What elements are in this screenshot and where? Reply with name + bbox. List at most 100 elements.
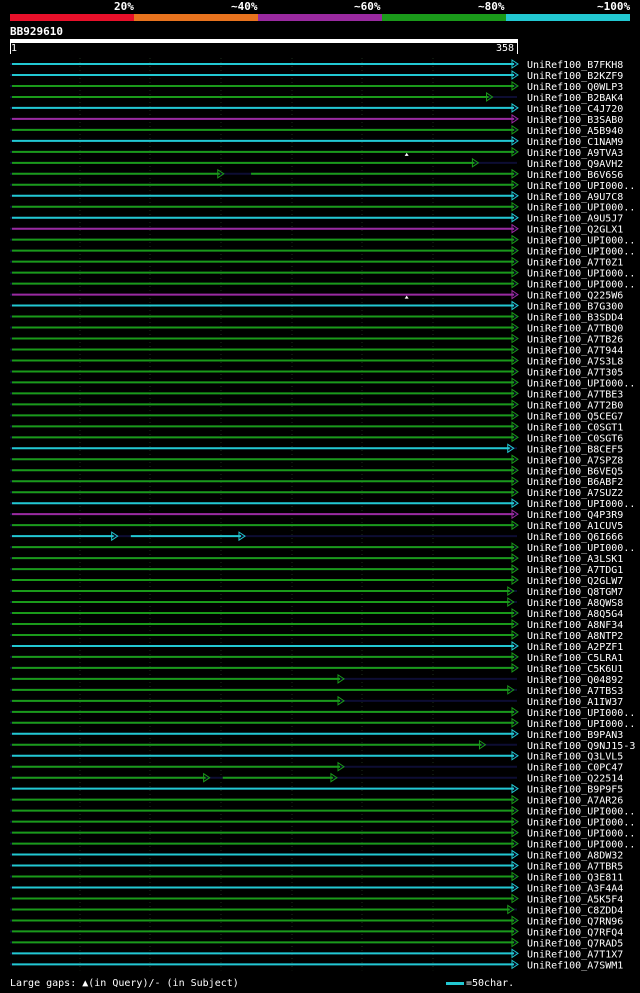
- hit-label[interactable]: UniRef100_A9U7C8: [527, 192, 623, 203]
- hit-label[interactable]: UniRef100_Q4P3R9: [527, 510, 623, 521]
- hit-label[interactable]: UniRef100_A7TB26: [527, 335, 623, 346]
- hit-row[interactable]: UniRef100_UPI000..: [10, 805, 635, 818]
- hit-label[interactable]: UniRef100_A8Q5G4: [527, 609, 623, 620]
- hit-row[interactable]: UniRef100_A7T944: [10, 344, 623, 356]
- hit-label[interactable]: UniRef100_UPI000..: [527, 280, 635, 291]
- hit-label[interactable]: UniRef100_UPI000..: [527, 378, 635, 389]
- hit-row[interactable]: UniRef100_C4J720: [10, 102, 623, 115]
- hit-row[interactable]: UniRef100_A8NTP2: [10, 630, 623, 642]
- hit-row[interactable]: UniRef100_A8NF34: [10, 619, 623, 631]
- hit-row[interactable]: UniRef100_Q7RAD5: [10, 937, 623, 949]
- hit-row[interactable]: UniRef100_UPI000..: [10, 234, 635, 247]
- hit-row[interactable]: UniRef100_UPI000..: [10, 267, 635, 280]
- hit-label[interactable]: UniRef100_C0PC47: [527, 763, 623, 774]
- hit-label[interactable]: UniRef100_A1IW37: [527, 697, 623, 708]
- hit-label[interactable]: UniRef100_A5B940: [527, 126, 623, 137]
- hit-row[interactable]: UniRef100_A8Q5G4: [10, 608, 623, 620]
- hit-label[interactable]: UniRef100_Q9NJ15-3: [527, 741, 635, 752]
- hit-row[interactable]: UniRef100_C1NAM9: [10, 135, 623, 148]
- hit-row[interactable]: UniRef100_UPI000..: [10, 498, 635, 510]
- hit-row[interactable]: UniRef100_C0SGT6: [10, 432, 623, 444]
- hit-row[interactable]: UniRef100_A7TB26: [10, 333, 623, 346]
- hit-row[interactable]: UniRef100_Q4P3R9: [10, 509, 623, 521]
- hit-label[interactable]: UniRef100_B3SDD4: [527, 313, 623, 324]
- hit-row[interactable]: UniRef100_B9P9F5: [10, 783, 623, 796]
- hit-label[interactable]: UniRef100_C0SGT6: [527, 433, 623, 444]
- hit-row[interactable]: UniRef100_Q5CEG7: [10, 410, 623, 422]
- hit-row[interactable]: UniRef100_B6ABF2: [10, 476, 623, 488]
- hit-label[interactable]: UniRef100_Q7RN96: [527, 916, 623, 927]
- hit-label[interactable]: UniRef100_B2BAK4: [527, 93, 623, 104]
- hit-row[interactable]: UniRef100_A7T1X7: [10, 948, 623, 960]
- hit-row[interactable]: UniRef100_Q22514: [10, 772, 623, 785]
- hit-label[interactable]: UniRef100_A9U5J7: [527, 214, 623, 225]
- hit-row[interactable]: UniRef100_A7T305: [10, 366, 623, 378]
- hit-label[interactable]: UniRef100_Q0WLP3: [527, 82, 623, 93]
- hit-row[interactable]: UniRef100_B7FKH8: [10, 59, 623, 71]
- hit-label[interactable]: UniRef100_Q2GLX1: [527, 225, 623, 236]
- hit-row[interactable]: UniRef100_UPI000..: [10, 245, 635, 258]
- hit-label[interactable]: UniRef100_B7FKH8: [527, 60, 623, 71]
- hit-label[interactable]: UniRef100_C8ZDD4: [527, 905, 623, 916]
- hit-row[interactable]: UniRef100_Q7RFQ4: [10, 926, 623, 938]
- hit-label[interactable]: UniRef100_Q9AVH2: [527, 159, 623, 170]
- hit-row[interactable]: UniRef100_Q9NJ15-3: [10, 739, 635, 752]
- hit-label[interactable]: UniRef100_C1NAM9: [527, 137, 623, 148]
- hit-label[interactable]: UniRef100_A8NF34: [527, 620, 623, 631]
- hit-row[interactable]: UniRef100_A7TBR5: [10, 860, 623, 873]
- hit-row[interactable]: UniRef100_B9PAN3: [10, 728, 623, 741]
- hit-row[interactable]: UniRef100_UPI000..: [10, 278, 635, 291]
- hit-label[interactable]: UniRef100_Q5CEG7: [527, 411, 623, 422]
- hit-row[interactable]: UniRef100_A3LSK1: [10, 553, 623, 565]
- hit-label[interactable]: UniRef100_Q7RAD5: [527, 938, 623, 949]
- hit-label[interactable]: UniRef100_A3F4A4: [527, 884, 623, 895]
- hit-row[interactable]: UniRef100_A9U5J7: [10, 212, 623, 225]
- hit-row[interactable]: UniRef100_A7TDG1: [10, 564, 623, 576]
- hit-label[interactable]: UniRef100_A7T2B0: [527, 400, 623, 411]
- hit-label[interactable]: UniRef100_A7SUZ2: [527, 488, 623, 499]
- hit-label[interactable]: UniRef100_UPI000..: [527, 719, 635, 730]
- hit-row[interactable]: UniRef100_A3F4A4: [10, 882, 623, 895]
- hit-row[interactable]: UniRef100_A1IW37: [10, 695, 623, 708]
- hit-label[interactable]: UniRef100_B6V6S6: [527, 170, 623, 181]
- hit-row[interactable]: UniRef100_A7T2B0: [10, 399, 623, 411]
- hit-label[interactable]: UniRef100_C5K6U1: [527, 664, 623, 675]
- hit-row[interactable]: UniRef100_A8DW32: [10, 849, 623, 862]
- hit-row[interactable]: UniRef100_UPI000..: [10, 179, 635, 192]
- hit-row[interactable]: UniRef100_A7TBQ0: [10, 322, 623, 335]
- hit-label[interactable]: UniRef100_B7G300: [527, 302, 623, 313]
- hit-label[interactable]: UniRef100_A7S3L8: [527, 356, 623, 367]
- hit-label[interactable]: UniRef100_UPI000..: [527, 840, 635, 851]
- hit-row[interactable]: UniRef100_A7SUZ2: [10, 487, 623, 499]
- hit-row[interactable]: UniRef100_A7T0Z1: [10, 256, 623, 269]
- hit-row[interactable]: UniRef100_A8QWS8: [10, 597, 623, 609]
- hit-label[interactable]: UniRef100_A7SWM1: [527, 960, 623, 971]
- hit-row[interactable]: UniRef100_Q04892: [10, 673, 623, 686]
- hit-label[interactable]: UniRef100_UPI000..: [527, 829, 635, 840]
- hit-label[interactable]: UniRef100_A8QWS8: [527, 598, 623, 609]
- hit-row[interactable]: UniRef100_A7TBE3: [10, 388, 623, 400]
- hit-row[interactable]: UniRef100_B2KZF9: [10, 70, 623, 82]
- hit-label[interactable]: UniRef100_UPI000..: [527, 499, 635, 510]
- hit-row[interactable]: UniRef100_A7SPZ8: [10, 454, 623, 466]
- hit-row[interactable]: UniRef100_C8ZDD4: [10, 904, 623, 916]
- hit-row[interactable]: UniRef100_A1CUV5: [10, 520, 623, 532]
- hit-label[interactable]: UniRef100_Q3E811: [527, 873, 623, 884]
- hit-row[interactable]: UniRef100_A7S3L8: [10, 355, 623, 367]
- hit-label[interactable]: UniRef100_A7T0Z1: [527, 258, 623, 269]
- hit-label[interactable]: UniRef100_A7TBS3: [527, 686, 623, 697]
- hit-label[interactable]: UniRef100_A8DW32: [527, 851, 623, 862]
- hit-row[interactable]: UniRef100_UPI000..: [10, 542, 635, 554]
- hit-label[interactable]: UniRef100_A9TVA3: [527, 148, 623, 159]
- hit-row[interactable]: UniRef100_B6V6S6: [10, 168, 623, 181]
- hit-label[interactable]: UniRef100_A7TBR5: [527, 862, 623, 873]
- hit-label[interactable]: UniRef100_A3LSK1: [527, 554, 623, 565]
- hit-label[interactable]: UniRef100_A7AR26: [527, 796, 623, 807]
- hit-label[interactable]: UniRef100_Q225W6: [527, 291, 623, 302]
- hit-label[interactable]: UniRef100_A5K5F4: [527, 894, 623, 905]
- hit-row[interactable]: UniRef100_Q3E811: [10, 871, 623, 884]
- hit-label[interactable]: UniRef100_UPI000..: [527, 543, 635, 554]
- hit-row[interactable]: UniRef100_Q6I666: [10, 531, 623, 543]
- hit-label[interactable]: UniRef100_Q8TGM7: [527, 587, 623, 598]
- hit-row[interactable]: UniRef100_A2PZF1: [10, 641, 623, 653]
